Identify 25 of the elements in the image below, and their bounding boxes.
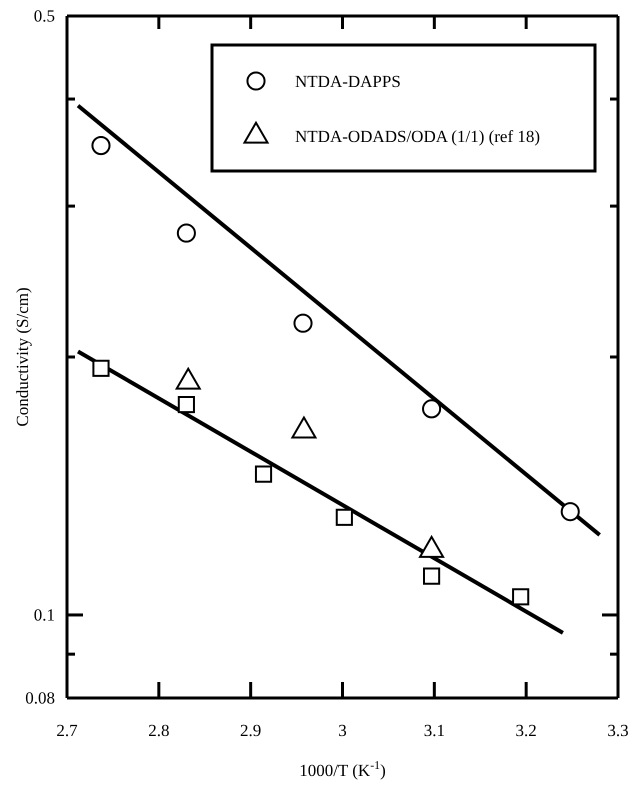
x-tick-label: 3.2: [516, 721, 537, 740]
x-axis-title: 1000/T (K$^{-1}$): [299, 758, 386, 780]
point: [336, 508, 353, 526]
point: [512, 588, 530, 606]
x-tick-label: 3.3: [607, 721, 629, 740]
point: [422, 568, 440, 585]
point: [176, 224, 196, 243]
point: [422, 399, 442, 418]
x-tick-label: 3: [338, 721, 347, 740]
y-tick-label: 0.5: [34, 6, 55, 26]
point: [91, 136, 111, 156]
legend-label: NTDA-DAPPS: [295, 72, 401, 91]
x-tick-label: 2.7: [56, 721, 78, 740]
point: [254, 466, 272, 483]
point: [293, 314, 313, 333]
y-tick-label: 0.1: [34, 605, 55, 624]
y-axis-title: Conductivity (S/cm): [13, 287, 32, 427]
x-tick-label: 2.8: [148, 721, 170, 740]
x-tick-label: 3.1: [424, 721, 445, 740]
legend-label: NTDA-ODADS/ODA (1/1) (ref 18): [295, 127, 540, 146]
y-tick-label: 0.08: [25, 688, 55, 708]
point: [92, 360, 110, 377]
point: [560, 502, 580, 522]
x-tick-label: 2.9: [240, 721, 262, 740]
point: [178, 396, 195, 414]
